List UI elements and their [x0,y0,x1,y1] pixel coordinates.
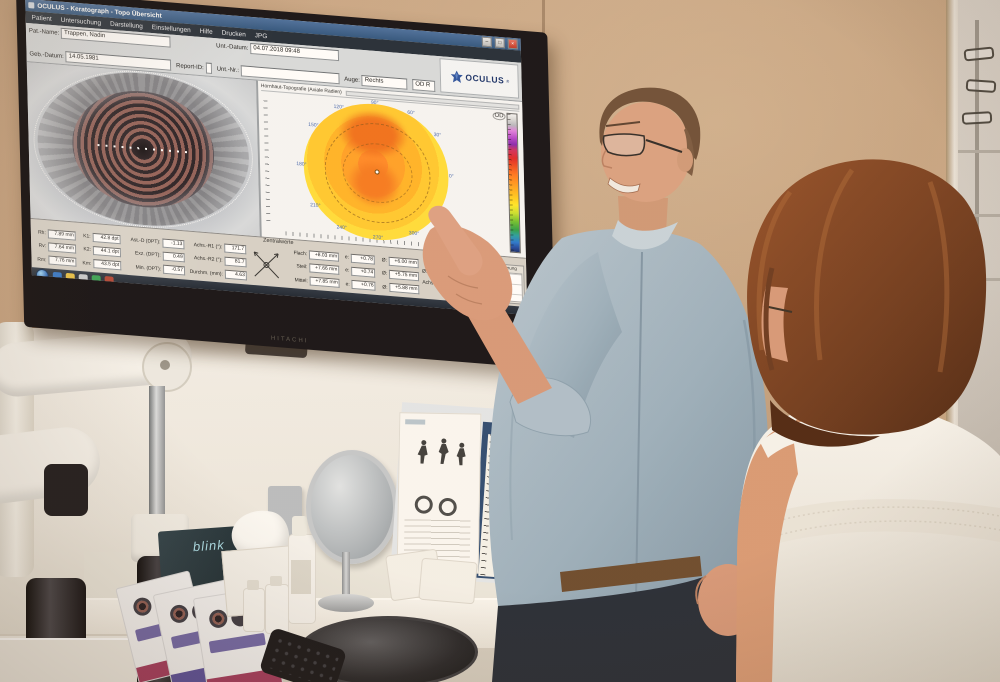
man-face [601,102,691,202]
spray-nozzle [292,516,307,536]
woman-top [736,401,1000,682]
man-ear [677,148,693,172]
man-trousers [492,560,766,682]
man-index-finger [428,205,483,276]
white-flyer [396,412,482,574]
man-smile [607,177,641,194]
monitor-screen: OCULUS - Keratograph - Topo Übersicht – … [25,0,528,316]
man-optician [422,87,769,682]
man-neck [618,196,668,239]
shirt-collar [612,220,678,250]
oculus-logo: OCULUS ® [439,58,520,99]
shelf-edge [958,150,1000,153]
hair-highlights [756,168,950,373]
wall-mounted-monitor: OCULUS - Keratograph - Topo Übersicht – … [16,0,556,370]
patient-header-bar: Pat.-Name: Trappen, Nadin Geb.-Datum: 14.0… [25,22,523,102]
man-glasses [602,133,646,157]
shelf-edge [958,214,1000,217]
bottle-cap [247,580,259,590]
man-belt [560,556,702,592]
bottle-cap [270,576,282,586]
man-hair [599,87,701,160]
flyer-figures [417,438,466,466]
glasses-temple-arm [645,139,683,153]
oculus-star-icon [450,70,463,83]
hair-strand [763,267,775,371]
hair-ends [770,400,880,447]
mirror-stand [342,552,350,600]
thumb [695,575,707,605]
mirror-base [318,594,374,612]
eyeglass-rack-pole [975,20,979,270]
man-nose [601,149,613,169]
hand-creases [447,275,483,305]
man-eyebrow [605,121,641,127]
measurement-results-panel: Zentralwerte Rh: 7.89 mm K1: 42.8 dpt Ast.-D… [30,217,528,308]
headrest-screw [160,360,170,370]
woman-arm [736,426,798,682]
lace-trim-band [746,499,1000,554]
brochure-holder [390,402,520,584]
woman-hair [747,159,987,435]
shirt-placket [635,251,643,599]
woman-customer [736,159,1000,682]
slit-lamp-knob [44,464,88,516]
spray-label [291,560,311,594]
axis-cross-diagram [249,244,283,286]
